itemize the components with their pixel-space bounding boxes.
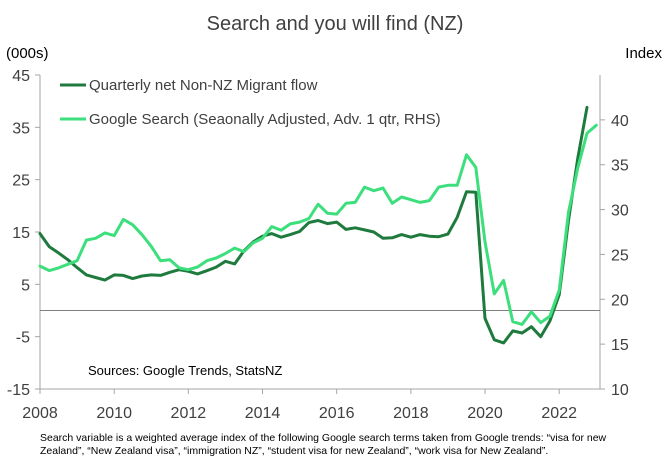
x-tick-label: 2018 xyxy=(393,405,429,422)
legend-label-google: Google Search (Seaonally Adjusted, Adv. … xyxy=(89,111,441,128)
chart-title: Search and you will find (NZ) xyxy=(207,13,464,35)
right-tick-label: 10 xyxy=(611,382,629,399)
legend: Quarterly net Non-NZ Migrant flow Google… xyxy=(60,77,441,128)
left-tick-label: 45 xyxy=(12,68,30,85)
series-line-migrant-flow xyxy=(38,105,589,345)
x-tick-label: 2020 xyxy=(467,405,503,422)
right-tick-label: 25 xyxy=(611,247,629,264)
left-axis-label: (000s) xyxy=(6,45,49,62)
x-tick-label: 2010 xyxy=(96,405,132,422)
left-tick-label: 35 xyxy=(12,120,30,137)
right-tick-label: 30 xyxy=(611,203,629,220)
x-tick-label: 2012 xyxy=(171,405,207,422)
right-tick-label: 20 xyxy=(611,292,629,309)
right-tick-label: 35 xyxy=(611,158,629,175)
series-line-google-search xyxy=(38,123,598,326)
legend-label-migrant: Quarterly net Non-NZ Migrant flow xyxy=(89,77,318,94)
x-tick-label: 2016 xyxy=(319,405,355,422)
x-tick-label: 2014 xyxy=(245,405,281,422)
series-lines xyxy=(38,105,598,345)
left-tick-label: 25 xyxy=(12,173,30,190)
left-tick-label: -15 xyxy=(7,382,30,399)
right-tick-label: 40 xyxy=(611,113,629,130)
source-note: Sources: Google Trends, StatsNZ xyxy=(88,363,282,378)
x-tick-label: 2022 xyxy=(541,405,577,422)
left-tick-label: -5 xyxy=(16,330,30,347)
left-tick-label: 5 xyxy=(21,277,30,294)
left-tick-label: 15 xyxy=(12,225,30,242)
right-tick-label: 15 xyxy=(611,337,629,354)
right-axis-label: Index xyxy=(625,45,662,62)
x-tick-label: 2008 xyxy=(22,405,58,422)
axes: -15 -5 5 15 25 35 45 10 15 20 25 30 35 40 2008 2010 2012… xyxy=(7,68,629,422)
footnote: Search variable is a weighted average in… xyxy=(40,432,607,457)
